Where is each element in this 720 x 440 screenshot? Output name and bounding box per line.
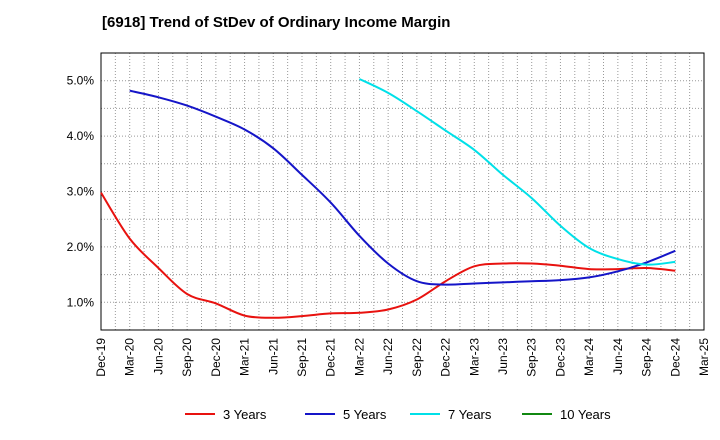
y-tick-label: 1.0% (67, 295, 95, 309)
x-tick-label: Dec-23 (553, 338, 567, 377)
x-tick-label: Jun-22 (381, 338, 395, 375)
legend-label-7-years: 7 Years (448, 407, 492, 422)
series-line-3-years (100, 192, 676, 319)
x-tick-label: Sep-21 (295, 338, 309, 377)
x-tick-label: Dec-22 (439, 338, 453, 377)
x-tick-label: Mar-23 (467, 338, 481, 376)
x-tick-label: Dec-19 (94, 338, 108, 377)
x-tick-label: Mar-22 (352, 338, 366, 376)
y-tick-label: 2.0% (67, 240, 95, 254)
legend-label-3-years: 3 Years (223, 407, 267, 422)
grid-lines (100, 53, 705, 330)
x-tick-label: Mar-20 (123, 338, 137, 376)
legend-label-10-years: 10 Years (560, 407, 611, 422)
plot-area (100, 52, 705, 331)
legend-label-5-years: 5 Years (343, 407, 387, 422)
x-tick-label: Jun-21 (266, 338, 280, 375)
axis-ticks: 1.0% 2.0% 3.0% 4.0% 5.0% Dec-19 Mar-20 Jun-20 Se… (67, 74, 711, 377)
legend: 3 Years 5 Years 7 Years 10 Years (185, 407, 611, 422)
series-line-7-years (358, 78, 676, 266)
x-tick-label: Mar-21 (238, 338, 252, 376)
chart-title: [6918] Trend of StDev of Ordinary Income… (102, 14, 451, 31)
x-tick-label: Sep-23 (525, 338, 539, 377)
x-tick-label: Dec-20 (209, 338, 223, 377)
x-tick-label: Jun-20 (151, 338, 165, 375)
x-tick-label: Dec-24 (668, 338, 682, 377)
x-tick-label: Sep-20 (180, 338, 194, 377)
x-tick-label: Jun-23 (496, 338, 510, 375)
series-line-5-years (129, 89, 676, 286)
x-tick-label: Sep-22 (410, 338, 424, 377)
y-tick-label: 3.0% (67, 185, 95, 199)
y-tick-label: 4.0% (67, 129, 95, 143)
x-tick-label: Mar-25 (697, 338, 711, 376)
x-tick-label: Dec-21 (324, 338, 338, 377)
y-tick-label: 5.0% (67, 74, 95, 88)
x-tick-label: Mar-24 (582, 338, 596, 376)
series-lines (100, 78, 676, 319)
x-tick-label: Jun-24 (611, 338, 625, 375)
x-tick-label: Sep-24 (640, 338, 654, 377)
